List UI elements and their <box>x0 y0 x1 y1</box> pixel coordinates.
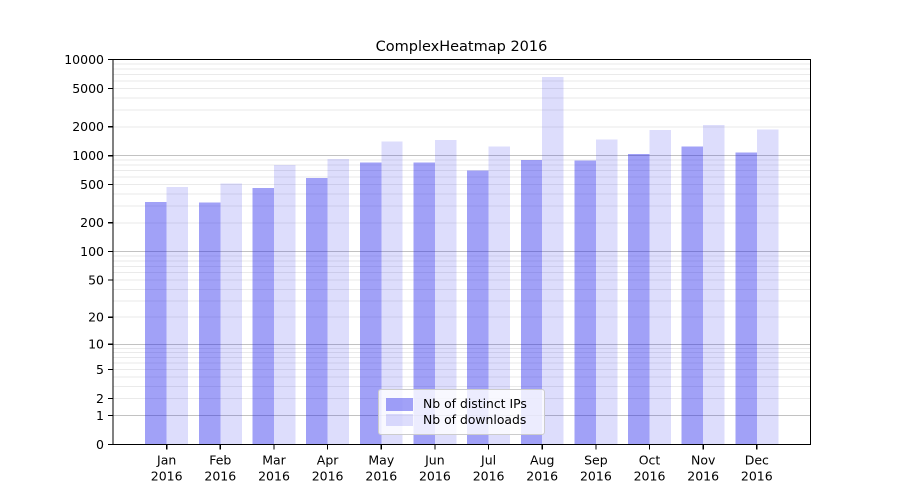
y-tick-label: 100 <box>80 244 104 259</box>
bar-downloads-nov <box>703 124 725 445</box>
x-tick-label: Sep <box>584 453 608 468</box>
bar-distinct-ips-oct <box>628 154 650 445</box>
plot-border <box>112 58 812 446</box>
x-tick-year-label: 2016 <box>473 469 505 484</box>
x-axis: Jan2016Feb2016Mar2016Apr2016May2016Jun20… <box>151 444 773 484</box>
chart-title: ComplexHeatmap 2016 <box>376 39 548 55</box>
x-tick-year-label: 2016 <box>151 469 183 484</box>
bars <box>145 76 779 445</box>
bar-downloads-sep <box>595 139 618 445</box>
y-tick-label: 10000 <box>64 52 104 67</box>
x-tick-year-label: 2016 <box>204 469 236 484</box>
bar-downloads-jun <box>434 140 457 445</box>
bar-distinct-ips-dec <box>735 152 757 445</box>
x-tick-year-label: 2016 <box>258 469 290 484</box>
legend-label-distinct-ips: Nb of distinct IPs <box>423 396 527 412</box>
x-tick-label: May <box>368 453 394 468</box>
bar-downloads-may <box>381 141 403 445</box>
x-tick-label: Aug <box>530 453 554 468</box>
y-tick-label: 2000 <box>72 119 104 134</box>
bar-distinct-ips-may <box>359 162 382 445</box>
bar-downloads-dec <box>756 129 779 445</box>
x-tick-year-label: 2016 <box>687 469 719 484</box>
legend-swatch-distinct-ips <box>386 398 413 411</box>
bar-downloads-mar <box>273 165 296 445</box>
bar-downloads-feb <box>220 183 242 445</box>
x-tick-label: Mar <box>262 453 286 468</box>
x-tick-year-label: 2016 <box>634 469 666 484</box>
bar-distinct-ips-jun <box>413 162 435 445</box>
x-tick-year-label: 2016 <box>741 469 773 484</box>
x-tick-label: Apr <box>317 453 339 468</box>
bar-distinct-ips-aug <box>520 159 543 445</box>
y-tick-label: 2 <box>96 391 104 406</box>
gridlines <box>113 63 811 417</box>
legend-item: Nb of downloads <box>386 411 537 427</box>
x-tick-year-label: 2016 <box>526 469 558 484</box>
bar-downloads-aug <box>542 76 564 445</box>
bar-distinct-ips-mar <box>252 188 274 445</box>
bar-distinct-ips-feb <box>198 202 221 445</box>
y-tick-label: 0 <box>96 437 104 452</box>
bar-distinct-ips-nov <box>681 146 704 445</box>
bar-distinct-ips-jul <box>467 170 489 445</box>
bar-distinct-ips-jan <box>145 201 167 445</box>
bar-downloads-jul <box>488 146 511 445</box>
x-tick-year-label: 2016 <box>365 469 397 484</box>
x-tick-label: Feb <box>209 453 231 468</box>
x-tick-label: Oct <box>639 453 661 468</box>
legend-label-downloads: Nb of downloads <box>423 411 527 427</box>
x-tick-label: Jul <box>480 453 496 468</box>
x-tick-year-label: 2016 <box>419 469 451 484</box>
legend-item: Nb of distinct IPs <box>386 396 537 412</box>
x-tick-label: Dec <box>745 453 769 468</box>
bar-downloads-jan <box>166 187 189 445</box>
y-tick-label: 1000 <box>72 148 104 163</box>
x-tick-year-label: 2016 <box>312 469 344 484</box>
legend-swatch-downloads <box>386 413 413 426</box>
y-tick-label: 5 <box>96 362 104 377</box>
x-tick-label: Jun <box>424 453 445 468</box>
bar-downloads-apr <box>327 159 350 445</box>
bar-distinct-ips-sep <box>574 160 596 445</box>
x-tick-year-label: 2016 <box>580 469 612 484</box>
y-tick-label: 200 <box>80 215 104 230</box>
x-tick-label: Nov <box>691 453 716 468</box>
bar-downloads-oct <box>649 129 671 445</box>
y-tick-label: 50 <box>88 272 104 287</box>
y-tick-label: 1 <box>96 408 104 423</box>
y-tick-label: 20 <box>88 310 104 325</box>
legend: Nb of distinct IPs Nb of downloads <box>378 389 545 435</box>
x-tick-label: Jan <box>156 453 176 468</box>
bar-distinct-ips-apr <box>306 178 328 445</box>
y-tick-label: 500 <box>80 177 104 192</box>
y-tick-label: 10 <box>88 337 104 352</box>
y-tick-label: 5000 <box>72 81 104 96</box>
